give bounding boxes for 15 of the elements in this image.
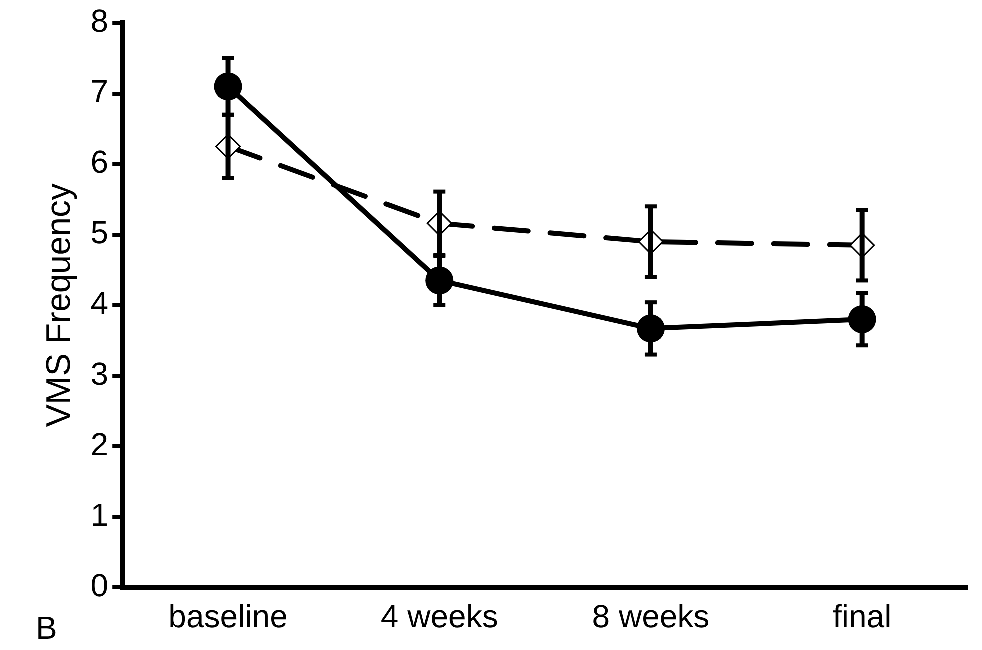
x-tick-label: 4 weeks (380, 598, 498, 635)
x-tick-label: 8 weeks (592, 598, 710, 635)
y-tick-label: 8 (90, 3, 109, 40)
x-tick-label: final (832, 598, 892, 635)
y-tick-label: 0 (90, 567, 109, 604)
y-tick-label: 3 (90, 356, 109, 392)
x-tick-label: baseline (168, 598, 288, 635)
y-tick-label: 5 (90, 214, 109, 251)
y-tick-label: 6 (90, 144, 109, 180)
y-tick-label: 2 (90, 426, 109, 462)
text: B (36, 610, 58, 646)
y-tick-label: 4 (90, 285, 109, 322)
y-tick-label: 1 (90, 496, 109, 533)
y-axis-title: VMS Frequency (40, 184, 78, 428)
y-tick-label: 7 (90, 74, 109, 110)
